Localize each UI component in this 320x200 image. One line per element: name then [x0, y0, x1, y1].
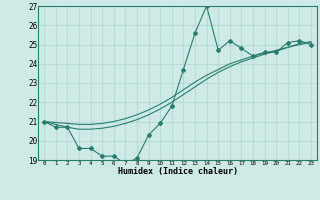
- X-axis label: Humidex (Indice chaleur): Humidex (Indice chaleur): [118, 167, 238, 176]
